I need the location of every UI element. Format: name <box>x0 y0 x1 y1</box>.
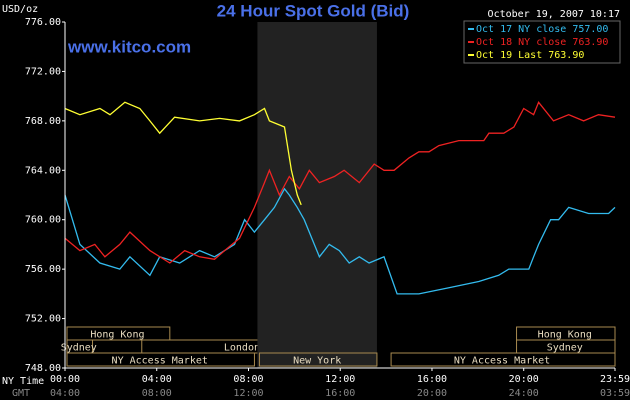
y-tick-label: 756.00 <box>25 264 61 275</box>
session-box <box>66 352 255 367</box>
x-row-label: NY Time <box>2 376 44 387</box>
x-tick-label: 04:00 <box>142 374 172 385</box>
x2-tick-label: 12:00 <box>233 388 263 399</box>
x-tick-label: 12:00 <box>325 374 355 385</box>
session-label: Sydney <box>61 343 97 354</box>
session-label: Hong Kong <box>538 330 592 341</box>
session-bands: Hong Kong Hong Kong Sydney London Sydney NY A… <box>61 22 616 368</box>
x-tick-label: 23:59 <box>600 374 630 385</box>
series-line <box>64 187 616 295</box>
x2-tick-label: 24:00 <box>509 388 539 399</box>
x-tick-label: 16:00 <box>417 374 447 385</box>
legend-label: Oct 18 NY close 763.90 <box>476 37 608 48</box>
session-box <box>258 352 378 367</box>
legend-label: Oct 19 Last 763.90 <box>476 50 584 61</box>
x-tick-label: 20:00 <box>509 374 539 385</box>
chart-subtitle: October 19, 2007 10:17 <box>488 9 620 20</box>
session-box <box>66 326 171 341</box>
y-axis-label: USD/oz <box>2 4 38 15</box>
x2-tick-label: 08:00 <box>142 388 172 399</box>
session-label: Hong Kong <box>90 330 144 341</box>
x-tick-label: 00:00 <box>50 374 80 385</box>
y-tick-label: 768.00 <box>25 116 61 127</box>
y-tick-label: 748.00 <box>25 363 61 374</box>
watermark: www.kitco.com <box>67 37 191 56</box>
x2-tick-label: 03:59 <box>600 388 630 399</box>
session-label: Sydney <box>547 343 583 354</box>
y-tick-label: 772.00 <box>25 66 61 77</box>
x2-tick-label: 20:00 <box>417 388 447 399</box>
x2-row-label: GMT <box>12 388 30 399</box>
y-tick-label: 776.00 <box>25 17 61 28</box>
x2-tick-label: 16:00 <box>325 388 355 399</box>
session-shade <box>257 22 377 368</box>
series-line <box>64 101 616 264</box>
session-box <box>390 352 616 367</box>
plot-lines <box>64 101 616 295</box>
y-tick-label: 752.00 <box>25 314 61 325</box>
session-label: NY Access Market <box>454 356 550 367</box>
series-line <box>64 101 302 206</box>
session-label: London <box>224 343 260 354</box>
y-tick-label: 764.00 <box>25 165 61 176</box>
y-tick-label: 760.00 <box>25 215 61 226</box>
x-tick-label: 08:00 <box>233 374 263 385</box>
session-label: NY Access Market <box>112 356 208 367</box>
legend-label: Oct 17 NY close 757.00 <box>476 24 608 35</box>
session-label: New York <box>293 356 341 367</box>
chart-title: 24 Hour Spot Gold (Bid) <box>217 1 410 20</box>
x2-tick-label: 04:00 <box>50 388 80 399</box>
legend-box <box>463 20 621 64</box>
